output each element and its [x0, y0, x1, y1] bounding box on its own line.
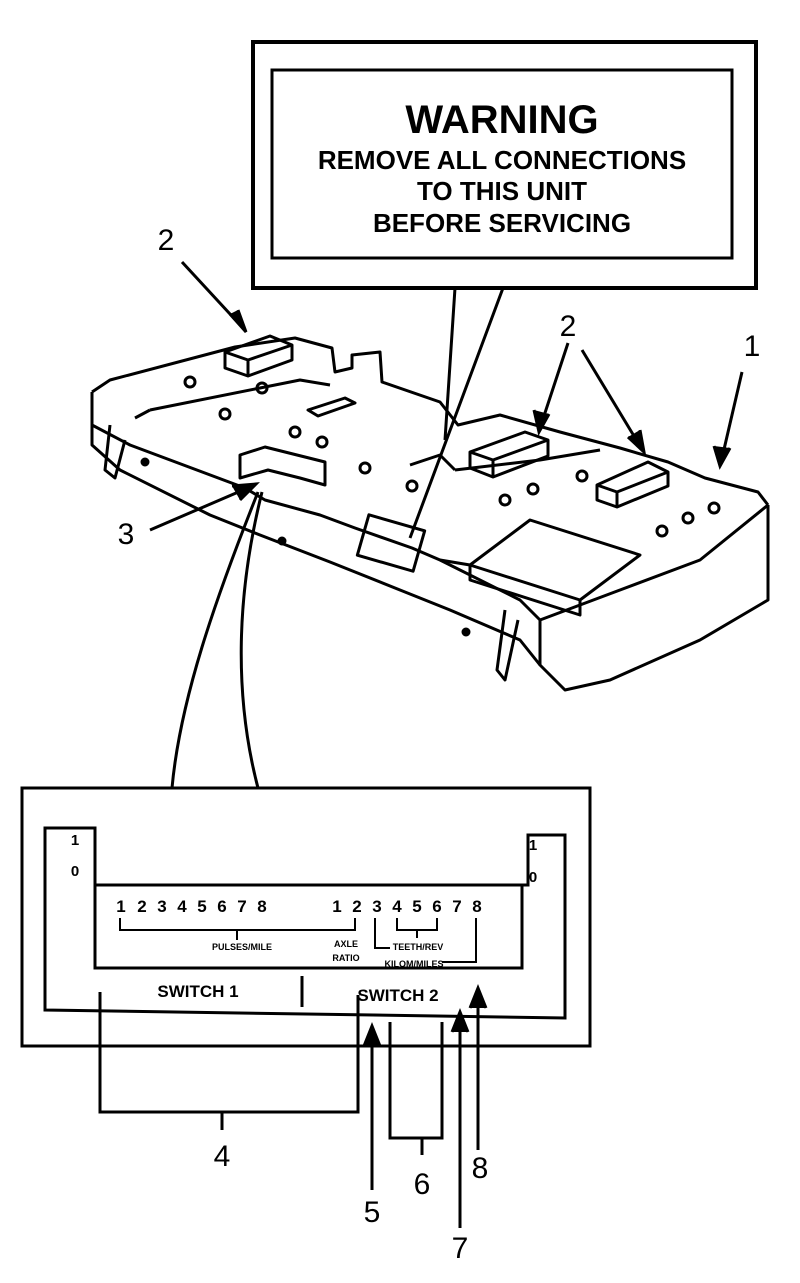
switch1-pos-7: 7	[237, 897, 246, 916]
callout-2-left: 2	[158, 224, 175, 257]
switch-left-on-mark: 1	[71, 832, 79, 849]
label-kilom-miles: KILOM/MILES	[385, 959, 444, 969]
label-axle: AXLE	[334, 939, 358, 949]
callout-1: 1	[744, 330, 761, 363]
switch2-positions: 1 2 3 4 5 6 7 8	[332, 897, 481, 916]
switch-right-off-mark: 0	[529, 869, 537, 886]
warning-line-2: TO THIS UNIT	[417, 176, 587, 206]
switch-panel	[20, 786, 592, 1048]
switch2-pos-8: 8	[472, 897, 481, 916]
warning-title: WARNING	[405, 98, 598, 142]
switch1-pos-3: 3	[157, 897, 166, 916]
switch2-pos-7: 7	[452, 897, 461, 916]
callout-8: 8	[472, 1152, 489, 1185]
unit-housing	[90, 334, 770, 692]
unit-callout-arrows	[149, 260, 744, 532]
callout-2-right: 2	[560, 310, 577, 343]
switch1-pos-4: 4	[177, 897, 187, 916]
switch1-pos-8: 8	[257, 897, 266, 916]
switch2-pos-3: 3	[372, 897, 381, 916]
callout-6: 6	[414, 1168, 431, 1201]
warning-decal	[355, 513, 427, 573]
switch1-positions: 1 2 3 4 5 6 7 8	[116, 897, 266, 916]
warning-line-1: REMOVE ALL CONNECTIONS	[318, 145, 686, 175]
switch2-pos-2: 2	[352, 897, 361, 916]
warning-leader	[408, 287, 505, 539]
detail-magnify-lines	[170, 491, 264, 789]
label-teeth-per-rev: TEETH/REV	[393, 942, 444, 952]
switch2-pos-6: 6	[432, 897, 441, 916]
callout-4: 4	[214, 1140, 231, 1173]
switch1-pos-1: 1	[116, 897, 125, 916]
label-ratio: RATIO	[332, 953, 359, 963]
switch2-pos-5: 5	[412, 897, 421, 916]
switch2-pos-1: 1	[332, 897, 341, 916]
callout-5: 5	[364, 1196, 381, 1229]
switch-1-label: SWITCH 1	[157, 982, 238, 1001]
group-brackets	[119, 918, 477, 963]
label-pulses-per-mile: PULSES/MILE	[212, 942, 272, 952]
switch-left-off-mark: 0	[71, 863, 79, 880]
warning-line-3: BEFORE SERVICING	[373, 208, 631, 238]
warning-sign: WARNING REMOVE ALL CONNECTIONS TO THIS U…	[251, 40, 758, 539]
switch2-pos-4: 4	[392, 897, 402, 916]
switch1-pos-5: 5	[197, 897, 206, 916]
panel-callout-lines	[98, 983, 488, 1228]
callout-7: 7	[452, 1232, 469, 1265]
switch1-pos-2: 2	[137, 897, 146, 916]
switch1-pos-6: 6	[217, 897, 226, 916]
callout-3: 3	[118, 518, 135, 551]
switch-right-on-mark: 1	[529, 837, 537, 854]
switch-2-label: SWITCH 2	[357, 986, 438, 1005]
